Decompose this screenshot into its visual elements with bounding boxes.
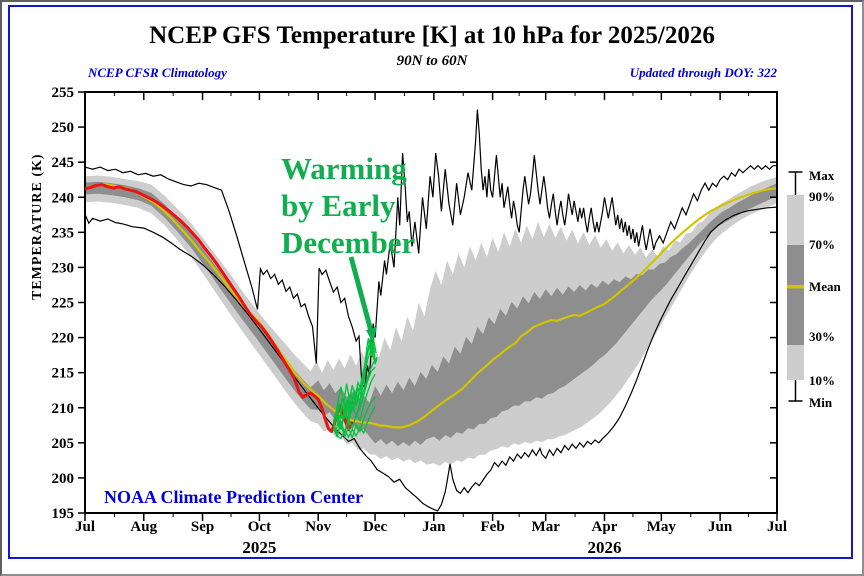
y-tick-label: 255 (52, 85, 75, 101)
y-tick-label: 205 (52, 436, 75, 452)
legend-label-max: Max (809, 168, 835, 183)
month-label: Jun (708, 519, 733, 535)
month-label: Apr (592, 519, 618, 535)
month-label: Jul (75, 519, 95, 535)
ensemble-member-line (332, 366, 376, 430)
ensemble-member-line (355, 338, 378, 418)
warming-annotation-line2: by Early (281, 188, 396, 223)
legend-label-70: 70% (809, 237, 835, 252)
ensemble-member-line (334, 356, 378, 421)
month-label: Jul (767, 519, 787, 535)
y-tick-label: 235 (52, 225, 75, 241)
legend-label-mean: Mean (809, 279, 841, 294)
month-label: Oct (248, 519, 271, 535)
legend-label-min: Min (809, 395, 833, 410)
climatology-max-line (84, 109, 777, 390)
month-label: Jan (422, 519, 446, 535)
legend-label-10: 10% (809, 373, 835, 388)
page-subtitle: 90N to 60N (396, 53, 468, 69)
y-tick-label: 225 (52, 296, 75, 312)
y-tick-label: 210 (52, 401, 75, 417)
legend-label-90: 90% (809, 189, 835, 204)
legend-mean-mark (787, 285, 804, 289)
climatology-source-note: NCEP CFSR Climatology (88, 65, 227, 80)
legend-30-10-block (787, 345, 804, 380)
warming-annotation-line3: December (281, 225, 416, 260)
month-label: May (647, 519, 677, 535)
y-tick-label: 250 (52, 120, 75, 136)
legend-90-70-block (787, 195, 804, 245)
page-title: NCEP GFS Temperature [K] at 10 hPa for 2… (149, 22, 715, 49)
year-label: 2025 (242, 538, 276, 557)
month-label: Dec (363, 519, 387, 535)
y-tick-label: 230 (52, 260, 75, 276)
ensemble-member-line (332, 373, 376, 439)
y-tick-label: 215 (52, 366, 75, 382)
p10-p90-band (85, 175, 777, 466)
legend-label-30: 30% (809, 329, 835, 344)
month-label: Nov (305, 519, 331, 535)
year-label: 2026 (587, 538, 621, 557)
y-tick-label: 200 (52, 471, 75, 487)
annotation-arrow-shaft (348, 256, 374, 332)
climatology-min-line (84, 206, 778, 512)
page-border (8, 5, 853, 559)
ensemble-member-line (332, 405, 376, 440)
climatology-mean-line (84, 182, 778, 429)
ensemble-member-line (334, 345, 374, 420)
month-label: Sep (191, 519, 214, 535)
y-tick-label: 220 (52, 331, 75, 347)
warming-annotation: Warming by Early December (281, 150, 415, 261)
observed-temperature-line (84, 183, 354, 434)
y-tick-label: 245 (52, 155, 75, 171)
updated-through-note: Updated through DOY: 322 (629, 65, 777, 80)
month-label: Aug (130, 519, 157, 535)
noaa-credit: NOAA Climate Prediction Center (104, 487, 364, 507)
warming-annotation-line1: Warming (281, 151, 407, 186)
legend-70-30-block (787, 245, 804, 345)
annotation-arrow-head (366, 327, 377, 343)
month-label: Feb (481, 519, 505, 535)
y-tick-label: 240 (52, 190, 75, 206)
p30-p70-band (85, 181, 777, 447)
y-tick-label: 195 (52, 506, 75, 522)
month-label: Mar (532, 519, 561, 535)
